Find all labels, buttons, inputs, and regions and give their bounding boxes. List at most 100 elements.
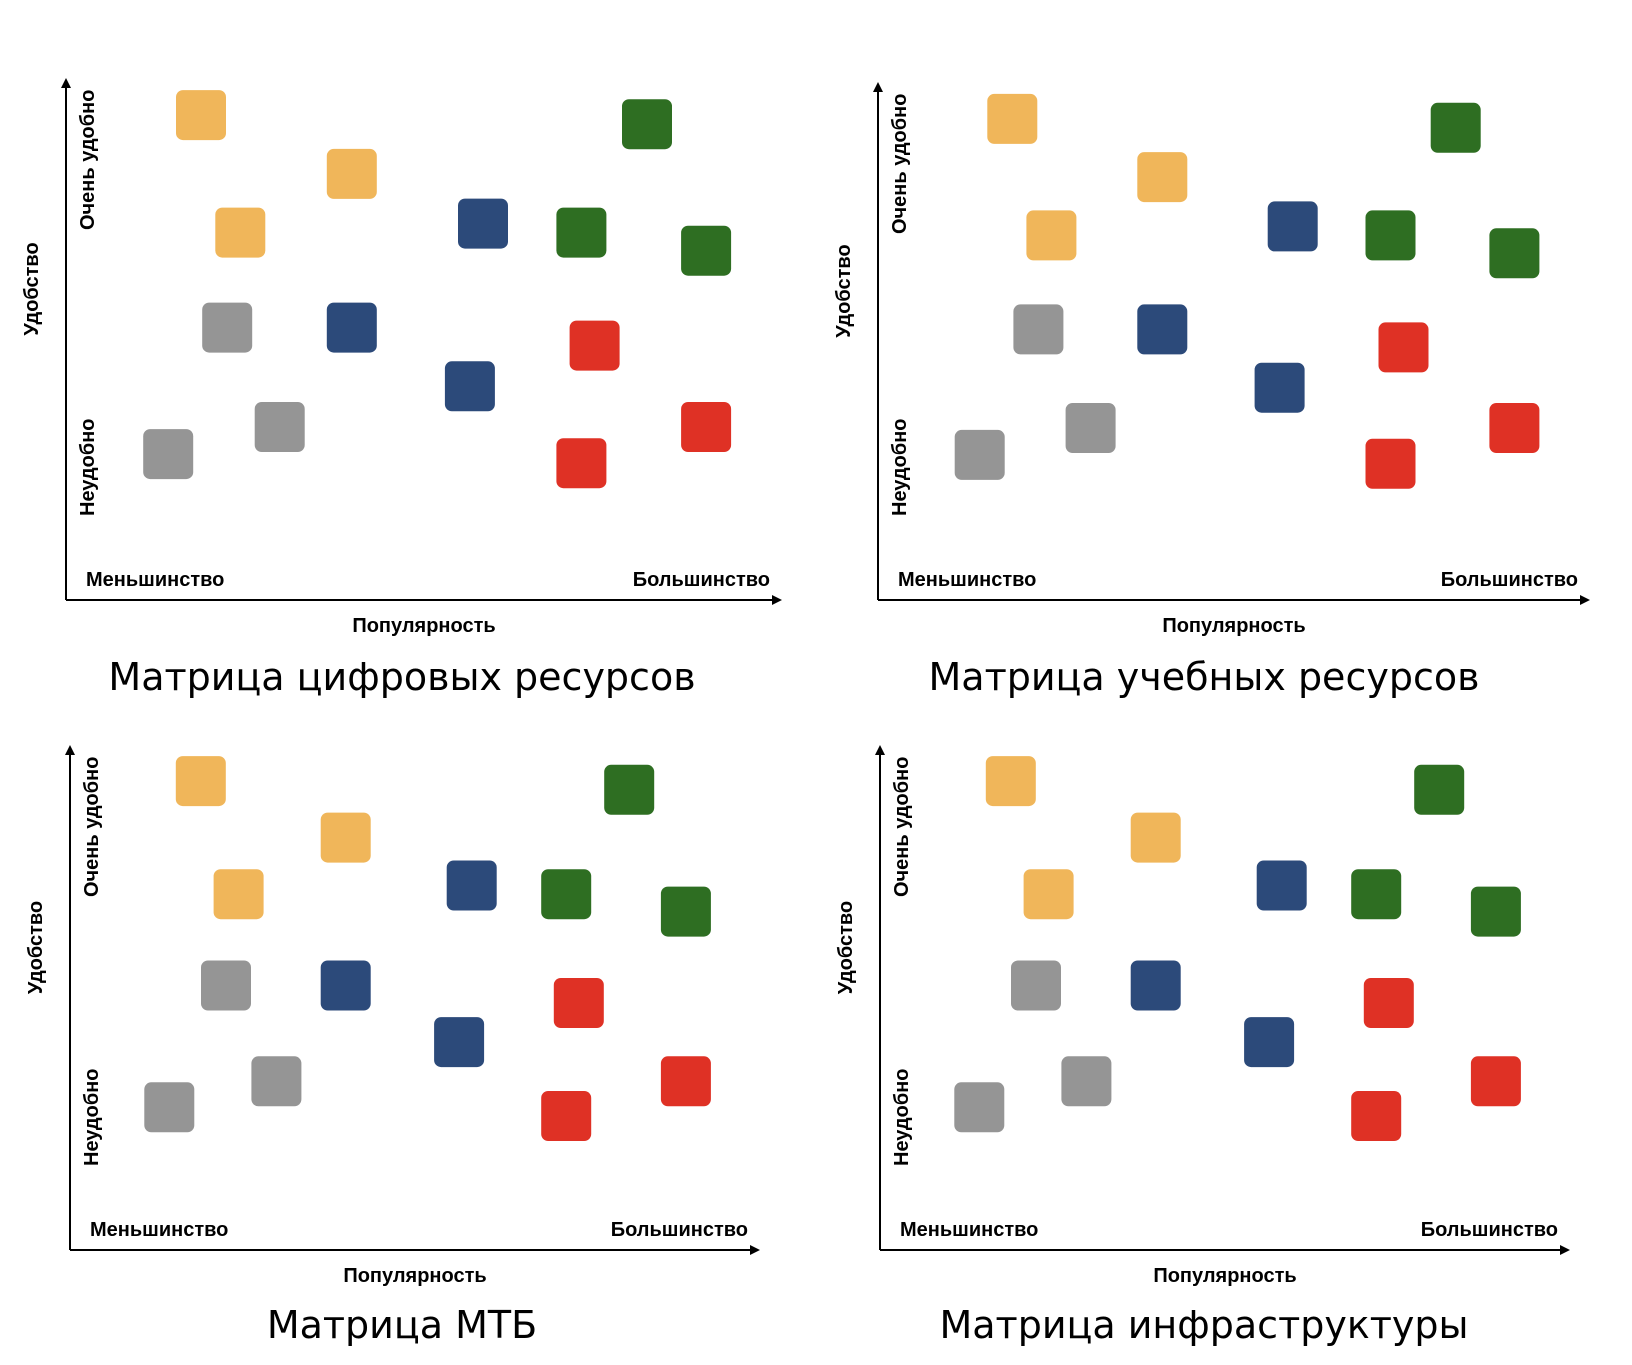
data-point-blue-3 <box>1244 1017 1295 1068</box>
x-high-label: Большинство <box>611 1219 748 1241</box>
data-point-gray-3 <box>954 429 1005 480</box>
x-axis-arrow <box>1560 1245 1570 1255</box>
x-low-label: Меньшинство <box>86 569 224 591</box>
data-point-blue-3 <box>444 361 495 412</box>
data-point-blue-1 <box>446 860 497 911</box>
data-point-blue-2 <box>320 960 371 1011</box>
data-point-blue-1 <box>1256 860 1307 911</box>
x-axis-title: Популярность <box>1153 1265 1296 1287</box>
chart-title: Матрица МТБ <box>267 1303 537 1347</box>
x-high-label: Большинство <box>633 569 770 591</box>
data-point-red-3 <box>541 1091 592 1141</box>
data-point-yellow-1 <box>175 756 226 807</box>
x-axis-title: Популярность <box>343 1265 486 1287</box>
y-high-label: Очень удобно <box>889 94 911 234</box>
x-low-label: Меньшинство <box>900 1219 1038 1241</box>
chart-panel-4: Меньшинство Большинство Популярность Неудоб… <box>835 745 1570 1347</box>
data-point-red-2 <box>681 402 732 452</box>
y-low-label: Неудобно <box>77 419 99 517</box>
data-point-gray-2 <box>254 402 305 452</box>
x-high-label: Большинство <box>1441 569 1578 591</box>
data-point-green-2 <box>541 869 592 920</box>
data-point-yellow-2 <box>326 148 377 199</box>
y-axis-arrow <box>65 745 75 755</box>
y-axis-title: Удобство <box>21 242 43 335</box>
y-low-label: Неудобно <box>891 1069 913 1167</box>
data-point-gray-3 <box>144 1082 195 1133</box>
y-axis-title: Удобство <box>833 244 855 337</box>
data-point-gray-3 <box>143 429 194 480</box>
data-point-gray-1 <box>201 960 251 1011</box>
y-axis-arrow <box>875 745 885 755</box>
y-axis-arrow <box>873 82 883 92</box>
data-point-green-1 <box>604 764 655 815</box>
data-point-green-2 <box>556 207 607 258</box>
data-point-green-1 <box>622 99 672 150</box>
x-axis-arrow <box>772 595 782 605</box>
x-low-label: Меньшинство <box>90 1219 228 1241</box>
data-point-gray-3 <box>954 1082 1005 1133</box>
data-point-gray-2 <box>1061 1056 1112 1107</box>
data-point-green-3 <box>1470 886 1521 937</box>
data-point-red-1 <box>569 320 620 371</box>
chart-title: Матрица инфраструктуры <box>939 1303 1468 1347</box>
data-point-blue-2 <box>1130 960 1181 1011</box>
data-point-green-3 <box>1489 228 1540 279</box>
data-point-red-2 <box>1470 1056 1521 1107</box>
data-point-blue-1 <box>1267 201 1318 252</box>
data-point-red-1 <box>1363 978 1414 1028</box>
y-high-label: Очень удобно <box>77 90 99 230</box>
data-point-red-3 <box>556 438 607 489</box>
chart-panel-3: Меньшинство Большинство Популярность Неудоб… <box>25 745 760 1347</box>
data-point-gray-1 <box>202 302 253 353</box>
y-axis-title: Удобство <box>25 901 47 994</box>
y-high-label: Очень удобно <box>81 757 103 897</box>
data-point-yellow-2 <box>1130 812 1181 863</box>
chart-title: Матрица учебных ресурсов <box>929 655 1480 699</box>
data-point-gray-2 <box>251 1056 302 1107</box>
data-point-blue-2 <box>326 302 377 353</box>
data-point-yellow-3 <box>215 207 266 258</box>
y-high-label: Очень удобно <box>891 757 913 897</box>
data-point-green-3 <box>681 225 732 276</box>
y-low-label: Неудобно <box>889 419 911 517</box>
data-point-gray-2 <box>1065 403 1116 453</box>
data-point-green-3 <box>660 886 711 937</box>
data-point-yellow-3 <box>213 869 264 920</box>
data-point-blue-2 <box>1137 304 1188 355</box>
x-axis-arrow <box>1580 595 1590 605</box>
chart-panel-1: Меньшинство Большинство Популярность Неудоб… <box>21 78 782 699</box>
x-axis-title: Популярность <box>1162 615 1305 637</box>
x-low-label: Меньшинство <box>898 569 1036 591</box>
data-point-yellow-1 <box>176 90 226 141</box>
data-point-yellow-2 <box>1137 152 1188 203</box>
x-axis-title: Популярность <box>352 615 495 637</box>
data-point-yellow-2 <box>320 812 371 863</box>
x-axis-arrow <box>750 1245 760 1255</box>
y-low-label: Неудобно <box>81 1069 103 1167</box>
data-point-yellow-3 <box>1026 210 1077 261</box>
data-point-green-2 <box>1365 210 1416 261</box>
data-point-gray-1 <box>1011 960 1061 1011</box>
data-point-red-1 <box>553 978 604 1028</box>
data-point-yellow-3 <box>1023 869 1074 920</box>
data-point-blue-1 <box>458 198 508 249</box>
x-high-label: Большинство <box>1421 1219 1558 1241</box>
data-point-yellow-1 <box>985 756 1036 807</box>
y-axis-arrow <box>61 78 71 88</box>
data-point-gray-1 <box>1013 304 1064 355</box>
data-point-blue-3 <box>434 1017 485 1068</box>
data-point-red-1 <box>1378 322 1429 373</box>
data-point-red-3 <box>1365 438 1416 489</box>
data-point-blue-3 <box>1254 362 1305 413</box>
chart-panel-2: Меньшинство Большинство Популярность Неудоб… <box>833 82 1590 699</box>
data-point-green-1 <box>1430 102 1481 153</box>
data-point-red-2 <box>1489 403 1540 453</box>
data-point-red-2 <box>660 1056 711 1107</box>
chart-title: Матрица цифровых ресурсов <box>108 655 695 699</box>
y-axis-title: Удобство <box>835 901 857 994</box>
data-point-green-1 <box>1414 764 1465 815</box>
data-point-red-3 <box>1351 1091 1402 1141</box>
